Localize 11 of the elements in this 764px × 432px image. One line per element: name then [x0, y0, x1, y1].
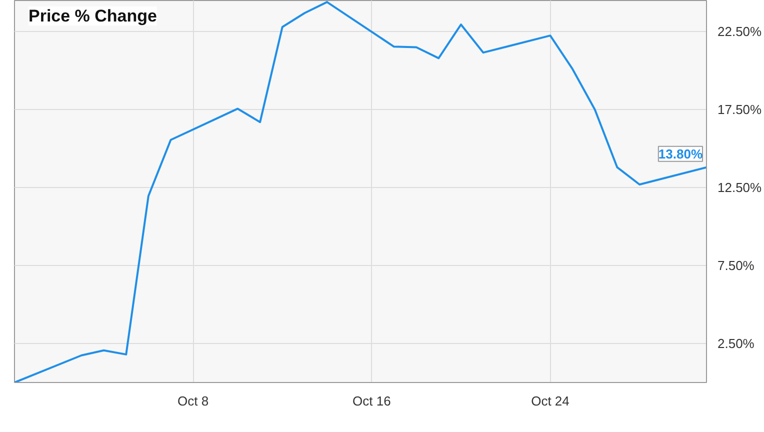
y-tick-label: 12.50% [718, 180, 762, 196]
y-tick-label: 7.50% [718, 258, 755, 274]
chart-title: Price % Change [28, 6, 157, 26]
x-tick-label: Oct 8 [178, 394, 209, 408]
y-tick-label: 17.50% [718, 102, 762, 118]
line-series [14, 1, 706, 382]
x-tick-label: Oct 16 [352, 394, 391, 408]
y-tick-label: 2.50% [718, 336, 755, 352]
x-tick-label: Oct 24 [531, 394, 570, 408]
annotation: 13.80% [658, 146, 703, 162]
y-tick-label: 22.50% [718, 24, 762, 40]
